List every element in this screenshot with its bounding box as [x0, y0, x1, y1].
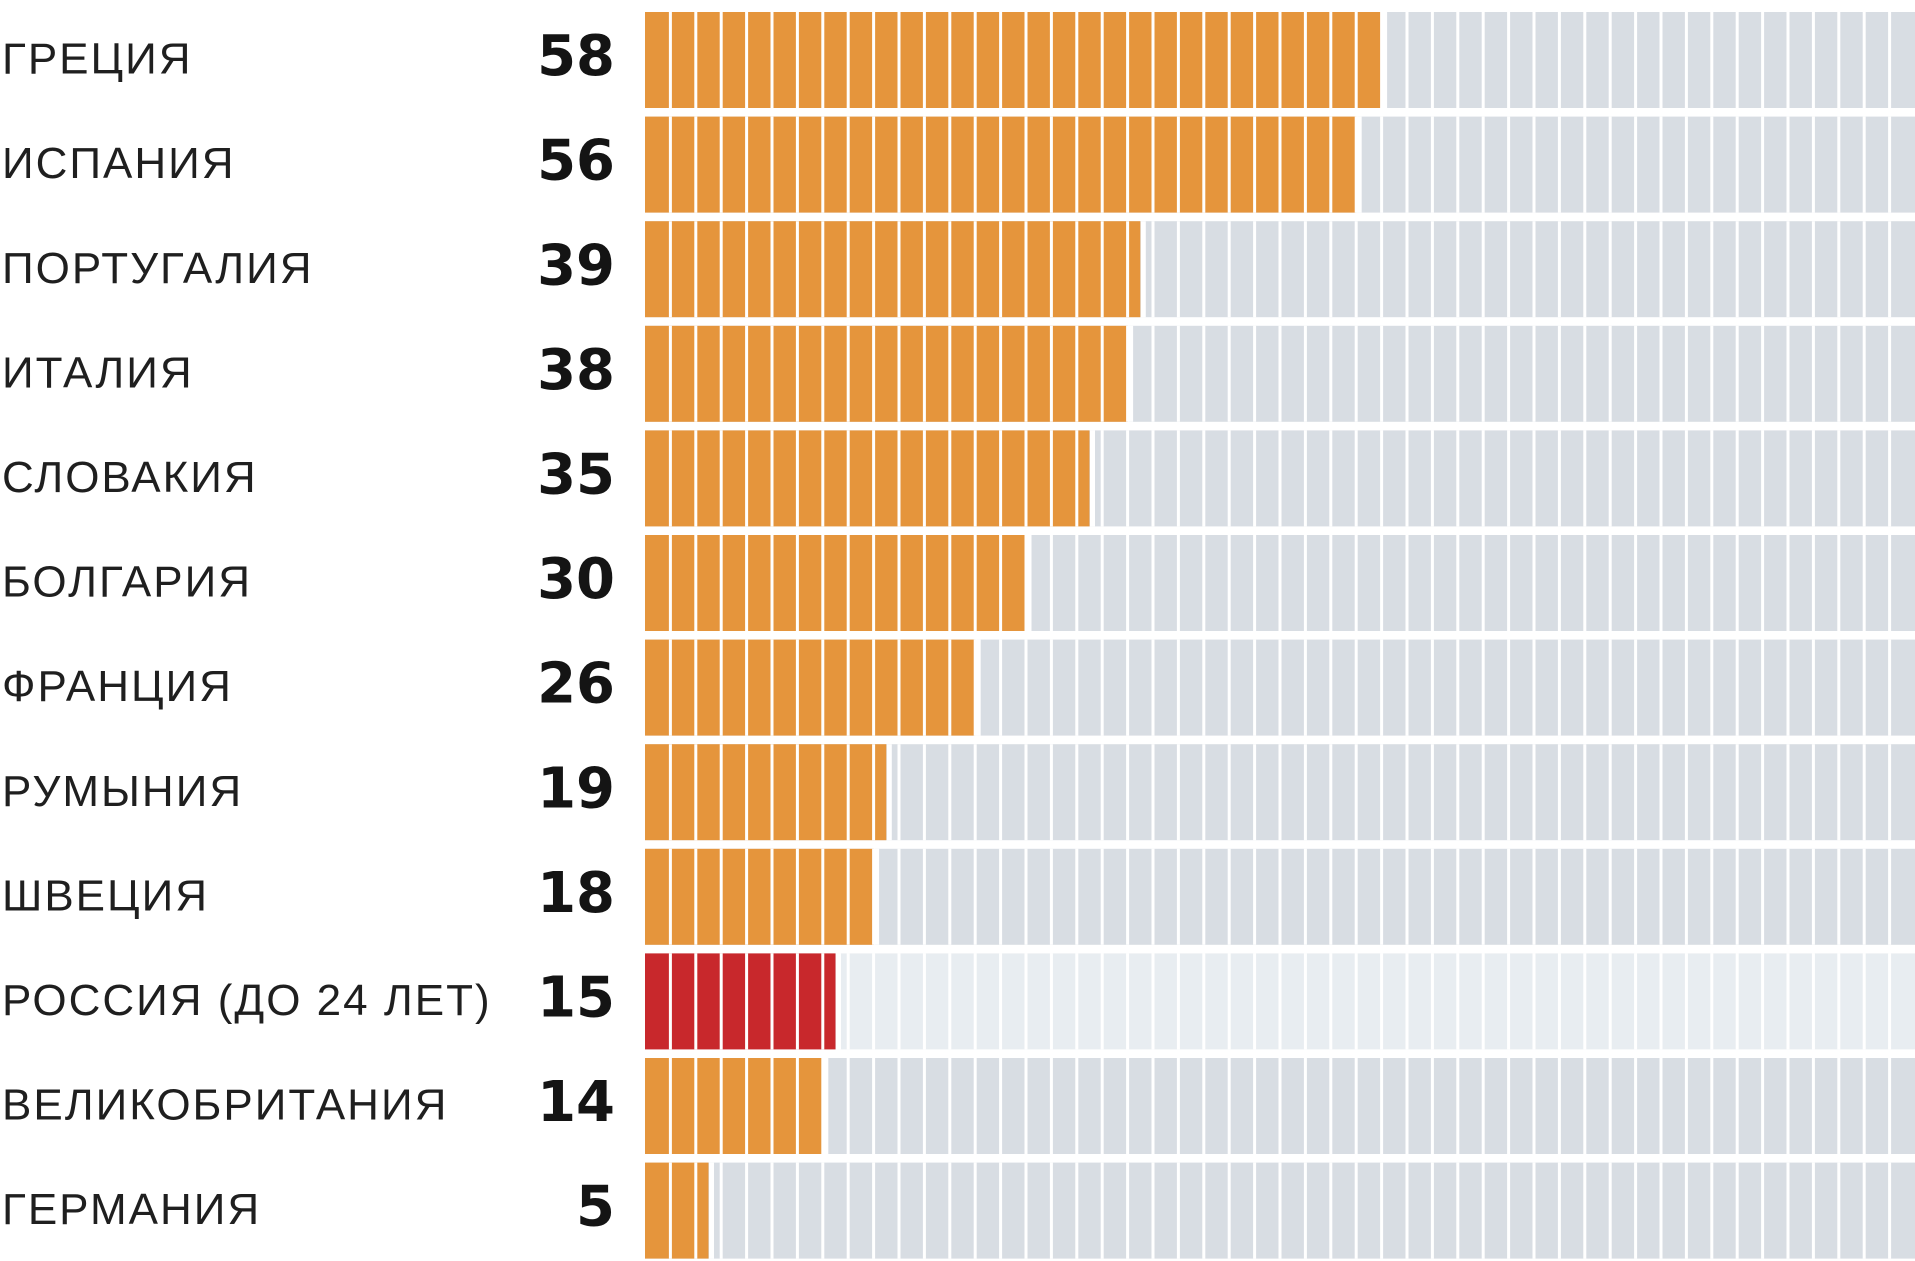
bar-row: ВЕЛИКОБРИТАНИЯ 14 [2, 1058, 1915, 1154]
bar-row: ИСПАНИЯ 56 [2, 116, 1915, 213]
value-label: 39 [537, 233, 615, 298]
bar-row: ФРАНЦИЯ 26 [2, 639, 1915, 736]
value-label: 15 [537, 966, 615, 1031]
bar-row: РУМЫНИЯ 19 [2, 744, 1915, 841]
country-label: ГЕРМАНИЯ [2, 1185, 261, 1234]
bar-row: ПОРТУГАЛИЯ 39 [2, 221, 1915, 318]
country-label: ФРАНЦИЯ [2, 662, 233, 711]
bar-row: ИТАЛИЯ 38 [2, 325, 1915, 422]
country-label: БОЛГАРИЯ [2, 558, 252, 607]
bar [645, 535, 1026, 631]
value-label: 30 [537, 547, 615, 612]
bar-row: ШВЕЦИЯ 18 [2, 848, 1915, 945]
bar [645, 1162, 709, 1259]
value-label: 56 [537, 129, 615, 194]
value-label: 18 [537, 861, 615, 926]
bar [645, 325, 1128, 422]
country-label: РУМЫНИЯ [2, 767, 243, 816]
value-label: 26 [537, 652, 615, 717]
bar [645, 12, 1382, 108]
bar [645, 639, 976, 736]
country-label: СЛОВАКИЯ [2, 453, 258, 502]
bar-row: БОЛГАРИЯ 30 [2, 535, 1915, 631]
country-label: ВЕЛИКОБРИТАНИЯ [2, 1081, 448, 1130]
country-label: ПОРТУГАЛИЯ [2, 244, 314, 293]
value-label: 58 [537, 24, 615, 89]
value-label: 38 [537, 338, 615, 403]
value-label: 35 [537, 443, 615, 508]
country-label: ИТАЛИЯ [2, 348, 194, 397]
value-label: 19 [537, 756, 615, 821]
country-label: ИСПАНИЯ [2, 139, 236, 188]
bar [645, 848, 874, 945]
bar-row: ГРЕЦИЯ 58 [2, 12, 1915, 108]
bar [645, 744, 887, 841]
value-label: 14 [537, 1070, 615, 1135]
bar-row: ГЕРМАНИЯ 5 [2, 1162, 1915, 1259]
bar [645, 221, 1141, 318]
bar [645, 1058, 823, 1154]
bar-row: СЛОВАКИЯ 35 [2, 430, 1915, 527]
bar-highlight [645, 953, 836, 1050]
country-label: ГРЕЦИЯ [2, 35, 192, 84]
country-label: ШВЕЦИЯ [2, 871, 209, 920]
bar-row: РОССИЯ (ДО 24 ЛЕТ) 15 [2, 953, 1915, 1050]
bar [645, 430, 1090, 527]
country-label: РОССИЯ (ДО 24 ЛЕТ) [2, 976, 492, 1025]
value-label: 5 [576, 1175, 615, 1240]
